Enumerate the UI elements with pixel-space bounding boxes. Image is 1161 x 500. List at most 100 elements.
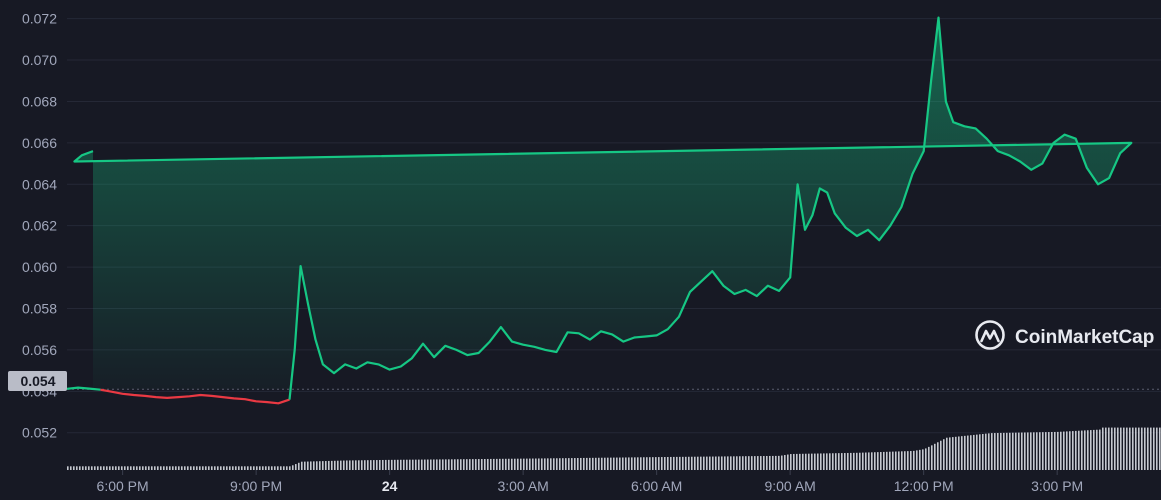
volume-bar: [376, 460, 378, 470]
volume-bar: [667, 456, 669, 470]
volume-bar: [895, 451, 897, 470]
volume-bar: [994, 433, 996, 470]
x-tick-label: 12:00 PM: [894, 478, 954, 494]
volume-bar: [868, 452, 870, 470]
volume-bar: [751, 456, 753, 470]
volume-bar: [541, 458, 543, 470]
baseline-badge: 0.054: [8, 371, 67, 391]
price-line: [66, 16, 1133, 405]
volume-bar: [406, 459, 408, 470]
volume-bar: [394, 459, 396, 470]
volume-bar: [784, 455, 786, 470]
volume-bar: [1096, 429, 1098, 470]
volume-bar: [901, 451, 903, 470]
volume-bar: [973, 434, 975, 470]
volume-bar: [865, 452, 867, 470]
volume-bar: [1027, 432, 1029, 470]
volume-bar: [1021, 432, 1023, 470]
volume-bar: [505, 458, 507, 470]
volume-bar: [808, 453, 810, 470]
volume-bar: [445, 459, 447, 470]
volume-bar: [136, 466, 138, 470]
volume-bar: [466, 459, 468, 470]
volume-bar: [814, 453, 816, 470]
volume-bar: [835, 453, 837, 470]
x-tick-label: 9:00 AM: [764, 478, 815, 494]
volume-bar: [586, 457, 588, 470]
volume-bar: [1129, 427, 1131, 470]
volume-bar: [286, 466, 288, 470]
volume-bar: [448, 459, 450, 470]
volume-bar: [631, 457, 633, 470]
volume-bar: [241, 466, 243, 470]
volume-bar: [1117, 427, 1119, 470]
volume-bar: [166, 466, 168, 470]
volume-bar: [985, 433, 987, 470]
coinmarketcap-logo-icon: [975, 320, 1005, 350]
volume-bar: [103, 466, 105, 470]
volume-bar: [508, 458, 510, 470]
volume-bar: [1024, 432, 1026, 470]
volume-bar: [268, 466, 270, 470]
volume-bar: [553, 458, 555, 470]
volume-bar: [796, 453, 798, 470]
volume-bar: [100, 466, 102, 470]
volume-bar: [154, 466, 156, 470]
volume-bar: [898, 451, 900, 470]
volume-bar: [295, 464, 297, 470]
volume-bar: [1033, 432, 1035, 470]
volume-bar: [772, 455, 774, 470]
volume-bar: [832, 453, 834, 470]
volume-bar: [1132, 427, 1134, 470]
volume-bar: [457, 459, 459, 470]
volume-bar: [802, 453, 804, 470]
y-tick-label: 0.068: [22, 93, 57, 109]
volume-bar: [319, 461, 321, 470]
volume-bar: [313, 461, 315, 470]
volume-bar: [199, 466, 201, 470]
volume-bar: [652, 457, 654, 470]
volume-bar: [910, 451, 912, 470]
volume-bar: [1102, 427, 1104, 470]
volume-bar: [790, 454, 792, 470]
volume-bar: [157, 466, 159, 470]
volume-bar: [712, 456, 714, 470]
volume-bar: [490, 458, 492, 470]
volume-bar: [85, 466, 87, 470]
volume-bar: [256, 466, 258, 470]
volume-bar: [919, 449, 921, 470]
volume-bar: [871, 452, 873, 470]
volume-bar: [310, 461, 312, 470]
volume-bar: [727, 456, 729, 470]
volume-bar: [385, 459, 387, 470]
volume-bar: [262, 466, 264, 470]
volume-bar: [106, 466, 108, 470]
volume-bar: [217, 466, 219, 470]
volume-bar: [301, 461, 303, 470]
volume-bar: [70, 466, 72, 470]
volume-bar: [829, 453, 831, 470]
volume-bar: [991, 433, 993, 470]
volume-bar: [643, 457, 645, 470]
volume-bar: [475, 459, 477, 470]
volume-bar: [481, 459, 483, 470]
volume-bar: [454, 459, 456, 470]
volume-bar: [562, 458, 564, 470]
volume-bar: [340, 460, 342, 470]
volume-bar: [715, 456, 717, 470]
volume-bar: [733, 456, 735, 470]
volume-bar: [1015, 432, 1017, 470]
volume-bar: [130, 466, 132, 470]
volume-bar: [1081, 430, 1083, 470]
volume-bar: [328, 460, 330, 470]
volume-bar: [1099, 429, 1101, 470]
volume-bar: [595, 457, 597, 470]
volume-bar: [382, 459, 384, 470]
volume-bar: [940, 440, 942, 470]
volume-bar: [331, 460, 333, 470]
volume-bar: [817, 453, 819, 470]
volume-bar: [226, 466, 228, 470]
volume-bar: [664, 457, 666, 470]
volume-bar: [97, 466, 99, 470]
